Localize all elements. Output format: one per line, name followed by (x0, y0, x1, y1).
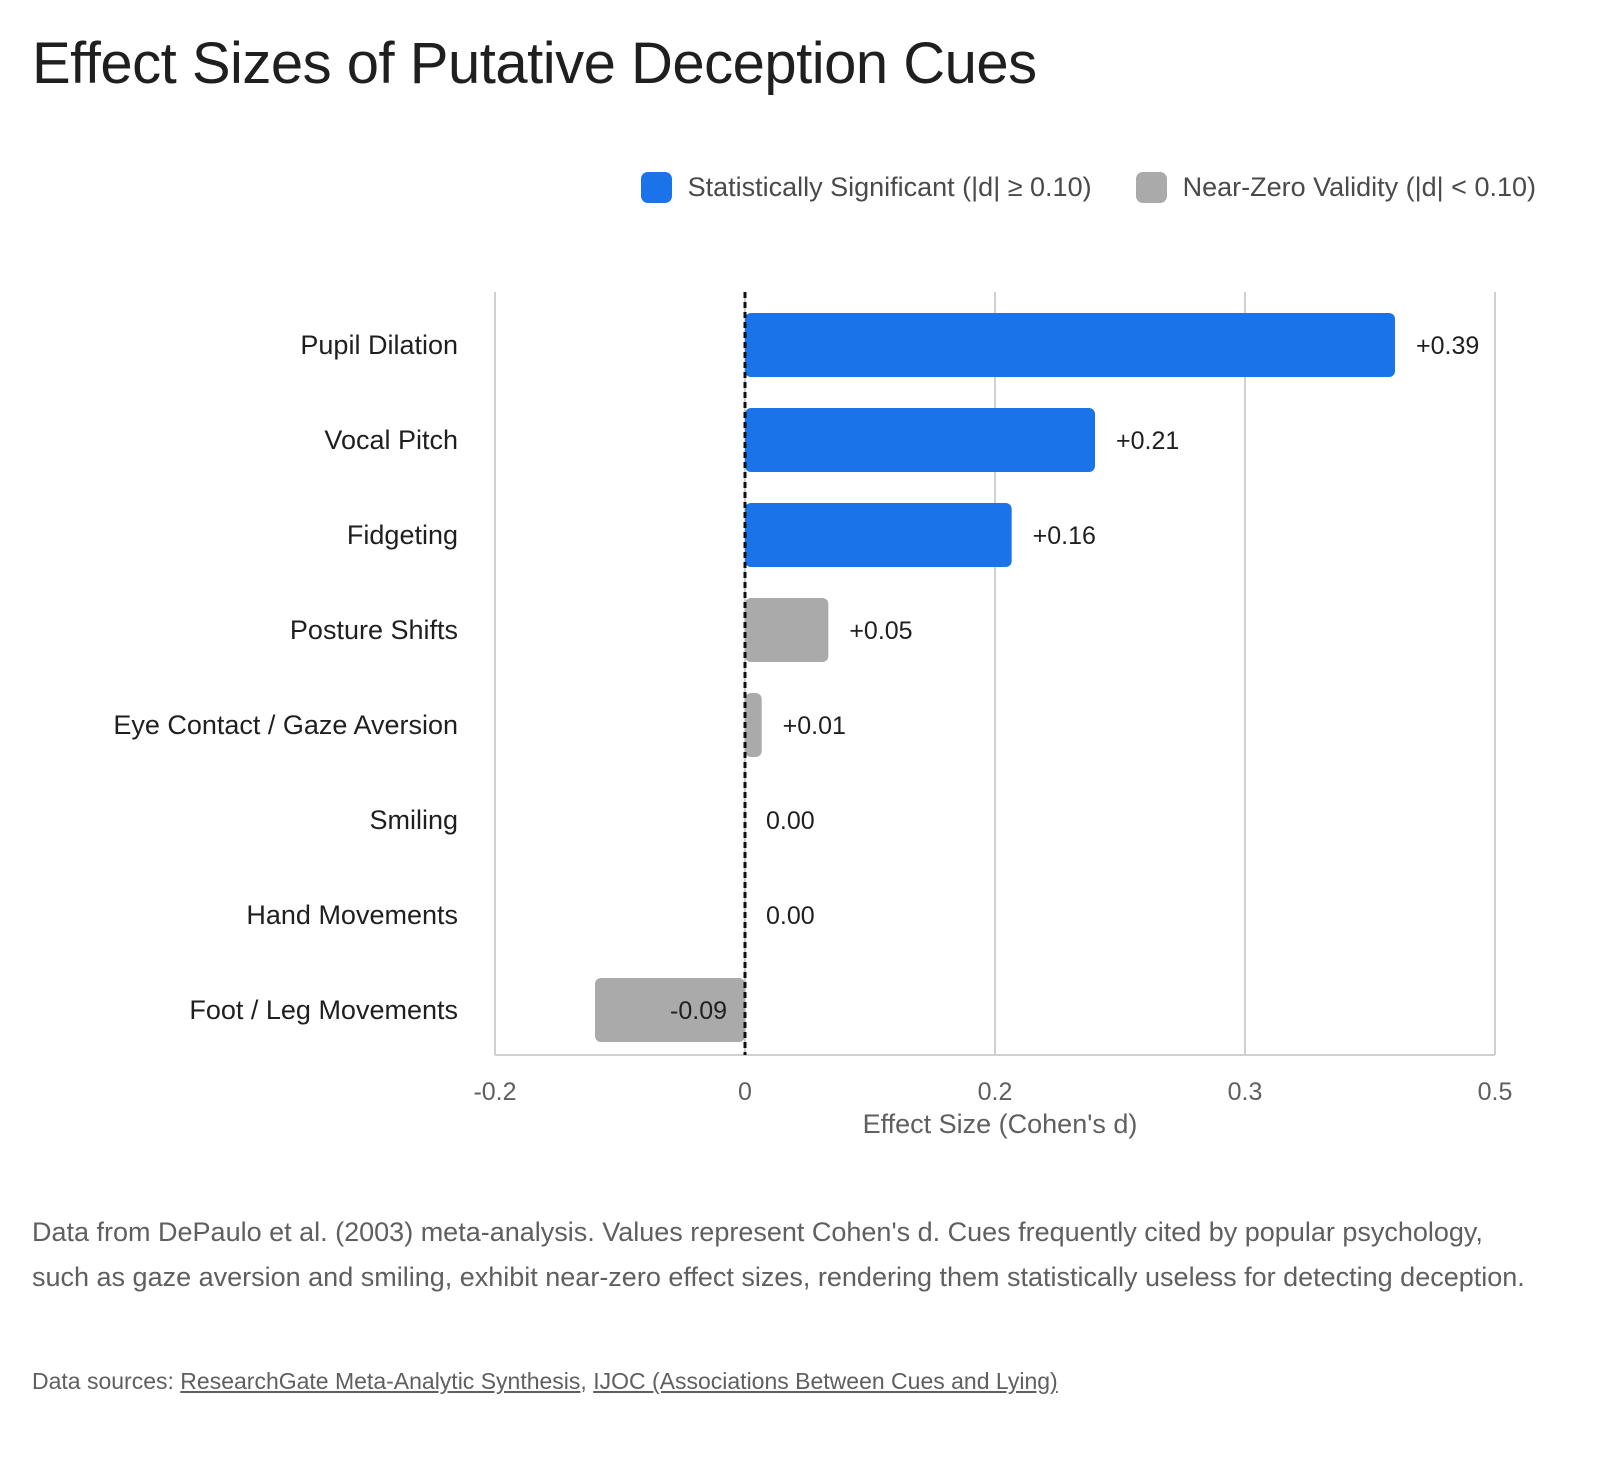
bar[interactable] (745, 598, 829, 662)
chart-title: Effect Sizes of Putative Deception Cues (32, 31, 1037, 96)
category-label: Eye Contact / Gaze Aversion (113, 710, 458, 740)
bar[interactable] (745, 503, 1012, 567)
category-label: Vocal Pitch (324, 425, 458, 455)
value-label: -0.09 (670, 997, 727, 1025)
value-label: 0.00 (766, 902, 815, 930)
category-label: Posture Shifts (290, 615, 458, 645)
category-label: Foot / Leg Movements (189, 995, 458, 1025)
x-tick-label: 0.3 (1228, 1078, 1263, 1106)
data-sources: Data sources: ResearchGate Meta-Analytic… (32, 1368, 1058, 1395)
grid-lines (494, 292, 1496, 1056)
x-tick-label: 0.2 (978, 1078, 1013, 1106)
category-label: Smiling (369, 805, 458, 835)
category-label: Pupil Dilation (300, 330, 458, 360)
x-axis-label: Effect Size (Cohen's d) (863, 1109, 1138, 1139)
bars (595, 313, 1395, 1042)
legend-swatch-significant (640, 172, 672, 203)
category-label: Fidgeting (347, 520, 458, 550)
legend-swatch-near-zero (1135, 172, 1167, 203)
value-label: +0.01 (783, 712, 846, 740)
value-label: 0.00 (766, 807, 815, 835)
chart-caption: Data from DePaulo et al. (2003) meta-ana… (32, 1217, 1525, 1292)
legend-item-significant[interactable]: Statistically Significant (|d| ≥ 0.10) (640, 172, 1092, 203)
legend-label-significant: Statistically Significant (|d| ≥ 0.10) (687, 172, 1092, 202)
bar[interactable] (745, 693, 762, 757)
sources-separator: , (580, 1368, 594, 1394)
value-label: +0.05 (849, 617, 912, 645)
chart-legend: Statistically Significant (|d| ≥ 0.10) N… (640, 172, 1536, 203)
x-tick-labels: -0.2 0 0.2 0.3 0.5 (473, 1078, 1512, 1106)
value-labels: +0.39 +0.21 +0.16 +0.05 +0.01 0.00 0.00 -0.09 (670, 332, 1479, 1025)
bar[interactable] (595, 978, 745, 1042)
value-label: +0.16 (1033, 522, 1096, 550)
category-labels: Pupil Dilation Vocal Pitch Fidgeting Postur… (113, 330, 458, 1025)
legend-item-near-zero[interactable]: Near-Zero Validity (|d| < 0.10) (1135, 172, 1536, 203)
bar[interactable] (745, 408, 1095, 472)
source-link-ijoc[interactable]: IJOC (Associations Between Cues and Lyin… (593, 1368, 1058, 1394)
legend-label-near-zero: Near-Zero Validity (|d| < 0.10) (1182, 172, 1536, 202)
value-label: +0.39 (1416, 332, 1479, 360)
sources-prefix: Data sources: (32, 1368, 181, 1394)
bar-chart: Pupil Dilation Vocal Pitch Fidgeting Postur… (113, 292, 1512, 1139)
x-tick-label: 0.5 (1478, 1078, 1513, 1106)
source-link-researchgate[interactable]: ResearchGate Meta-Analytic Synthesis (180, 1368, 581, 1394)
x-tick-label: -0.2 (473, 1078, 516, 1106)
category-label: Hand Movements (246, 900, 458, 930)
value-label: +0.21 (1116, 427, 1179, 455)
bar[interactable] (745, 313, 1395, 377)
x-tick-label: 0 (738, 1078, 752, 1106)
